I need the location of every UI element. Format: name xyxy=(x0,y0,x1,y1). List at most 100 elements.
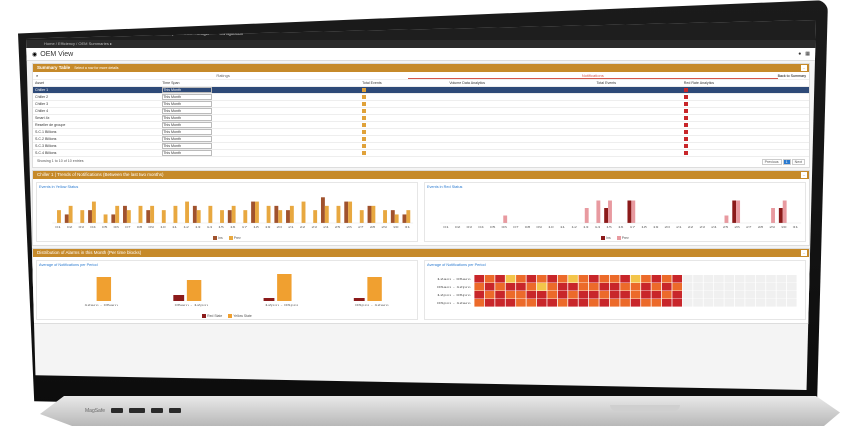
timespan-cell[interactable]: This Month xyxy=(160,128,361,136)
status-square xyxy=(683,108,688,113)
summary-table: Asset Time Span Total Events Volume Data… xyxy=(33,80,809,157)
heat-cell xyxy=(745,291,755,299)
legend-item: Ins xyxy=(213,236,223,241)
heat-cell xyxy=(682,299,693,307)
events-cell xyxy=(360,135,448,143)
timespan-select[interactable]: This Month xyxy=(162,108,213,114)
search-icon[interactable]: ⌕ xyxy=(36,73,39,78)
heat-cell xyxy=(536,299,547,307)
timespan-cell[interactable]: This Month xyxy=(160,149,361,157)
heat-cell xyxy=(661,299,672,307)
timespan-cell[interactable]: This Month xyxy=(160,93,361,101)
back-to-summary-button[interactable]: Back to Summary xyxy=(777,73,806,78)
tick-label: 09 xyxy=(536,225,541,228)
heat-cell xyxy=(766,275,776,283)
heat-cell xyxy=(609,283,620,291)
bar-prev xyxy=(313,210,318,223)
timespan-select[interactable]: This Month xyxy=(162,143,213,149)
timespan-select[interactable]: This Month xyxy=(162,101,213,107)
tick-label: 18 xyxy=(253,225,259,228)
minimize-icon[interactable]: – xyxy=(801,250,807,256)
status-square xyxy=(362,108,367,113)
minimize-icon[interactable]: – xyxy=(801,65,807,71)
analytics-cell xyxy=(447,135,595,143)
col-timespan[interactable]: Time Span xyxy=(160,80,361,87)
table-footer: Showing 1 to 10 of 10 entries Previous 1… xyxy=(33,157,809,167)
heat-cell xyxy=(474,299,485,307)
timespan-cell[interactable]: This Month xyxy=(160,100,361,108)
bar-prev xyxy=(324,205,329,223)
page-title: OEM View xyxy=(40,50,74,58)
legend-item: Prev xyxy=(616,236,629,241)
tick-label: 18 xyxy=(641,225,647,228)
thunderbolt-port xyxy=(129,408,146,413)
timespan-cell[interactable]: This Month xyxy=(160,107,361,115)
col-volume-analytics[interactable]: Volume Data Analytics xyxy=(447,80,595,87)
col-asset[interactable]: Asset xyxy=(33,80,161,87)
table-row[interactable]: Chiller 2 This Month xyxy=(33,93,809,101)
heat-cell xyxy=(484,275,495,283)
period-bar-chart: 12am - 06am 06am - 12pm 12pm - 06pm 06pm - … xyxy=(84,274,389,307)
heat-cell xyxy=(693,283,703,291)
timespan-select[interactable]: This Month xyxy=(162,136,213,142)
prev-page-button[interactable]: Previous xyxy=(761,159,782,165)
heat-cell xyxy=(786,299,797,307)
bar-ins xyxy=(146,210,151,223)
heat-cell xyxy=(568,283,578,291)
bar-prev xyxy=(503,215,508,223)
asset-cell: S.C.2 Billions xyxy=(33,135,161,143)
timespan-cell[interactable]: This Month xyxy=(160,142,361,150)
heat-cell xyxy=(724,283,735,291)
menu-icon[interactable]: ▦ xyxy=(805,51,810,57)
table-row[interactable]: Smart 4x This Month xyxy=(33,114,809,122)
next-page-button[interactable]: Next xyxy=(791,159,805,165)
heat-cell xyxy=(516,299,526,307)
timespan-select[interactable]: This Month xyxy=(162,150,213,156)
heat-cell xyxy=(547,283,557,291)
timespan-select[interactable]: This Month xyxy=(162,115,213,121)
col-total-events-2[interactable]: Total Events xyxy=(594,80,682,87)
tick-label: 15 xyxy=(606,225,612,228)
table-row[interactable]: Chiller 1 This Month xyxy=(33,86,809,94)
distribution-charts: Average of Notifications per Period 12am… xyxy=(33,257,809,323)
heat-cell xyxy=(724,291,735,299)
timespan-select[interactable]: This Month xyxy=(162,94,213,100)
heat-cell xyxy=(745,299,755,307)
heat-cell xyxy=(536,291,547,299)
heat-cell xyxy=(724,299,735,307)
timespan-cell[interactable]: This Month xyxy=(160,121,361,129)
table-row[interactable]: S.C.3 Billions This Month xyxy=(33,142,809,150)
table-row[interactable]: Chiller 4 This Month xyxy=(33,107,809,115)
heat-cell xyxy=(693,299,703,307)
tab-notifications[interactable]: Notifications xyxy=(407,72,778,79)
table-row[interactable]: Reseller de groupe This Month xyxy=(33,121,809,129)
minimize-icon[interactable]: – xyxy=(801,172,807,178)
tab-ratings[interactable]: Ratings xyxy=(216,73,230,78)
table-row[interactable]: S.C.1 Billions This Month xyxy=(33,128,809,136)
tick-label: 19 xyxy=(653,225,658,228)
current-page[interactable]: 1 xyxy=(782,159,791,165)
bar-ins xyxy=(286,210,290,223)
events-cell xyxy=(594,100,682,108)
bar-prev xyxy=(724,215,729,223)
timespan-cell[interactable]: This Month xyxy=(160,114,361,122)
heat-cell xyxy=(547,291,557,299)
table-row[interactable]: S.C.4 Billions This Month xyxy=(33,149,809,157)
heat-cell xyxy=(557,291,568,299)
table-row[interactable]: S.C.2 Billions This Month xyxy=(33,135,809,143)
timespan-select[interactable]: This Month xyxy=(162,129,213,135)
timespan-cell[interactable]: This Month xyxy=(160,86,361,94)
timespan-cell[interactable]: This Month xyxy=(160,135,361,143)
timespan-select[interactable]: This Month xyxy=(162,87,213,93)
bar-ins xyxy=(344,201,349,223)
col-red-analytics[interactable]: Red Rate Analytics xyxy=(681,80,809,87)
heat-cell xyxy=(589,299,599,307)
timespan-select[interactable]: This Month xyxy=(162,122,213,128)
table-row[interactable]: Chiller 3 This Month xyxy=(33,100,809,108)
panel-title: Chiller 1 | Trends of Notifications (Bet… xyxy=(37,172,164,177)
user-icon[interactable]: ● xyxy=(798,51,802,57)
asset-cell: Smart 4x xyxy=(33,114,161,122)
col-total-events[interactable]: Total Events xyxy=(360,80,448,87)
heat-cell xyxy=(724,275,735,283)
status-square xyxy=(683,101,688,106)
